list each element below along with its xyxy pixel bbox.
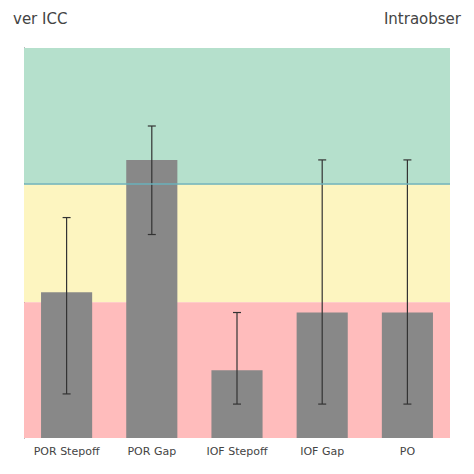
svg-text:POR Gap: POR Gap — [127, 445, 176, 458]
svg-text:Intraobser: Intraobser — [384, 10, 462, 28]
svg-text:IOF Gap: IOF Gap — [300, 445, 344, 458]
svg-text:IOF Stepoff: IOF Stepoff — [206, 445, 268, 458]
svg-text:POR Stepoff: POR Stepoff — [34, 445, 100, 458]
svg-text:PO: PO — [400, 445, 416, 458]
svg-text:ver ICC: ver ICC — [13, 10, 67, 28]
